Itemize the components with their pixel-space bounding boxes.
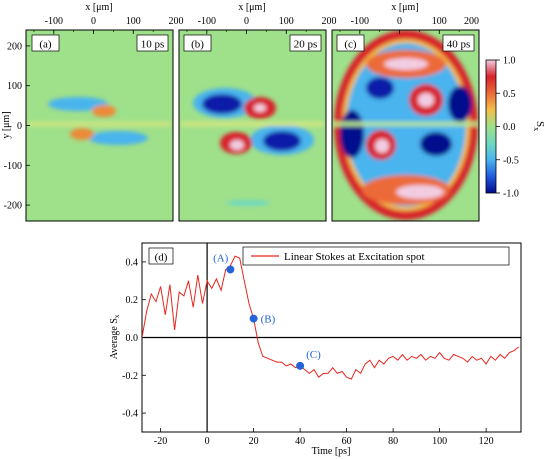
panel-c-blue-left xyxy=(340,110,364,158)
panel-labels: (a) 10 ps (b) 20 ps (c) 40 ps xyxy=(31,34,475,52)
heatmap-xlabel-b: x [μm] xyxy=(238,2,265,13)
panel-a-blue-upper-left xyxy=(48,97,108,111)
panel-b-label: (b) xyxy=(191,39,204,51)
panel-c-top-band-core xyxy=(384,58,428,70)
plot-d-xtick-label: 100 xyxy=(432,436,447,447)
legend: Linear Stokes at Excitation spot xyxy=(242,246,510,266)
panel-c-time-label: 40 ps xyxy=(447,39,471,51)
plot-d-markers: (A) (B) (C) xyxy=(213,252,321,370)
marker-label: (C) xyxy=(306,349,321,361)
plot-d-xtick-label: 40 xyxy=(295,436,305,447)
plot-d-axes: -20 0 20 40 60 80 100 120 0.4 0.2 0.0 -0.2 -0.4 xyxy=(122,243,521,447)
panel-c-blue-right xyxy=(448,86,472,122)
heatmap-ylabel: y [μm] xyxy=(1,111,12,138)
plot-d-ytick-label: 0.0 xyxy=(126,333,139,344)
series-linear-stokes xyxy=(142,255,520,380)
plot-d-ytick-label: -0.2 xyxy=(122,371,138,382)
colorbar-bar xyxy=(485,59,497,194)
heatmap-xtick-label: 100 xyxy=(279,16,294,27)
heatmap-ytick-label: -200 xyxy=(4,201,22,212)
plot-d-xtick-label: 60 xyxy=(342,436,352,447)
panel-c-blue-upper-left xyxy=(366,77,394,99)
panel-c-center-stripe xyxy=(334,122,477,126)
legend-box xyxy=(242,246,510,266)
plot-d-ylabel: Average Sx xyxy=(109,314,121,359)
colorbar: 1.0 0.5 0.0 -0.5 -1.0 Sx xyxy=(485,56,546,200)
panel-b-blue-core-left xyxy=(202,94,242,114)
panel-c-label: (c) xyxy=(344,39,357,51)
heatmap-xlabel-a: x [μm] xyxy=(85,2,112,13)
marker-label: (A) xyxy=(213,252,229,264)
panel-a-label: (a) xyxy=(39,39,52,51)
plot-d-panel-label: (d) xyxy=(155,252,168,264)
panel-b-center-stripe xyxy=(181,122,324,126)
plot-d-ylabel-sub: x xyxy=(113,314,121,318)
heatmap-panel-a xyxy=(25,29,174,222)
heatmap-ytick-label: 200 xyxy=(7,41,22,52)
colorbar-label: Sx xyxy=(532,121,546,131)
panel-b-pink-lower xyxy=(230,140,244,150)
heatmap-ytick-label: 100 xyxy=(7,81,22,92)
heatmap-panel-b xyxy=(178,29,327,222)
colorbar-tick-label: -0.5 xyxy=(503,155,519,166)
colorbar-label-sub: x xyxy=(532,127,541,131)
panel-c-blue-lower-right xyxy=(420,132,452,156)
plot-d-xtick-label: -20 xyxy=(154,436,167,447)
panel-a-orange-upper xyxy=(92,105,116,117)
panel-c-pink-lower xyxy=(375,139,389,153)
heatmap-panel-c xyxy=(331,29,480,222)
heatmap-xtick-label: 200 xyxy=(322,16,337,27)
colorbar-tick-label: 0.0 xyxy=(503,122,516,133)
plot-d-ytick-label: -0.4 xyxy=(122,409,138,420)
panel-a-orange-lower xyxy=(70,128,94,140)
heatmap-xtick-label: -100 xyxy=(198,16,216,27)
plot-d-ylabel-main: Average S xyxy=(109,318,120,359)
colorbar-tick-label: -1.0 xyxy=(503,189,519,200)
colorbar-tick-label: 0.5 xyxy=(503,89,516,100)
colorbar-ticks: 1.0 0.5 0.0 -0.5 -1.0 xyxy=(496,56,519,200)
plot-d-xtick-label: 20 xyxy=(249,436,259,447)
panel-a-center-stripe xyxy=(28,122,171,126)
heatmap-xtick-label: 200 xyxy=(169,16,184,27)
heatmap-ticks: -100 0 100 -100 0 100 -100 0 100 200 200 200 200 100 0… xyxy=(4,16,480,212)
heatmap-ytick-label: 0 xyxy=(17,121,22,132)
heatmap-xtick-label: 100 xyxy=(432,16,447,27)
heatmap-xtick-label: -100 xyxy=(351,16,369,27)
plot-d-xtick-label: 0 xyxy=(205,436,210,447)
marker-point xyxy=(296,361,305,370)
heatmap-xtick-label: 0 xyxy=(91,16,96,27)
panel-c-pink-upper xyxy=(418,93,434,107)
panel-b-faint-lower xyxy=(226,200,270,206)
plot-d-xtick-label: 120 xyxy=(479,436,494,447)
plot-d-xlabel: Time [ps] xyxy=(312,446,351,457)
panel-b-pink-upper xyxy=(254,104,266,112)
plot-d-xtick-label: 80 xyxy=(388,436,398,447)
marker-point xyxy=(226,265,235,274)
colorbar-tick-label: 1.0 xyxy=(503,56,516,67)
panel-a-time-label: 10 ps xyxy=(141,39,165,51)
colorbar-label-main: S xyxy=(534,121,546,127)
marker-point xyxy=(249,314,258,323)
panel-b-blue-core-right xyxy=(263,131,301,151)
panel-c-bottom-band-core xyxy=(396,185,444,199)
heatmap-xtick-label: 0 xyxy=(244,16,249,27)
heatmap-xtick-label: -100 xyxy=(45,16,63,27)
heatmap-xlabel-c: x [μm] xyxy=(391,2,418,13)
heatmap-ytick-label: -100 xyxy=(4,161,22,172)
panel-a-blue-lower-right xyxy=(88,131,148,145)
marker-label: (B) xyxy=(261,314,276,326)
panel-c-frame xyxy=(331,29,480,222)
legend-label: Linear Stokes at Excitation spot xyxy=(284,251,425,263)
heatmap-xtick-label: 200 xyxy=(464,16,479,27)
plot-d-ytick-label: 0.4 xyxy=(126,257,139,268)
heatmap-xtick-label: 100 xyxy=(126,16,141,27)
plot-d-ytick-label: 0.2 xyxy=(126,295,139,306)
panel-b-time-label: 20 ps xyxy=(294,39,318,51)
heatmap-xtick-label: 0 xyxy=(397,16,402,27)
panel-b-frame xyxy=(178,29,327,222)
